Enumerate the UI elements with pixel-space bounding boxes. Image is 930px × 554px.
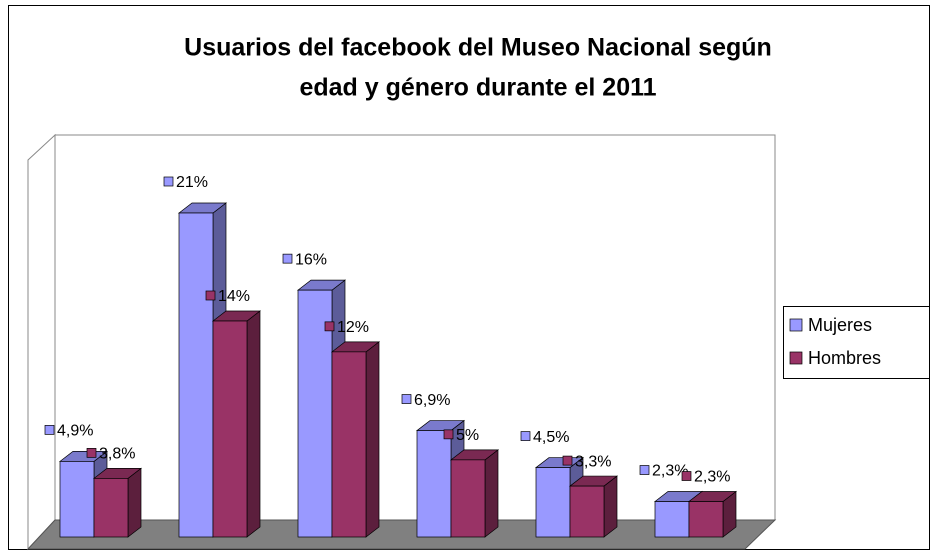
label-key	[401, 394, 412, 404]
bar	[688, 501, 724, 538]
chart-title: Usuarios del facebook del Museo Nacional…	[184, 34, 772, 62]
label-key	[520, 431, 531, 441]
bar-side	[484, 449, 499, 538]
legend-label: Hombres	[808, 348, 881, 368]
bar	[93, 478, 129, 538]
legend	[783, 306, 930, 379]
bar	[212, 320, 248, 538]
bar	[331, 351, 367, 538]
bar-side	[246, 310, 261, 538]
label-key	[86, 448, 97, 458]
data-label: 16%	[295, 251, 327, 268]
label-key	[443, 429, 454, 440]
data-label: 4,5%	[533, 429, 569, 446]
data-label: 6,9%	[414, 392, 450, 409]
label-key	[163, 176, 174, 187]
data-label: 2,3%	[652, 463, 688, 480]
legend-label: Mujeres	[808, 315, 872, 335]
bar	[569, 485, 605, 538]
data-label: 3,8%	[99, 446, 135, 463]
data-label: 2,3%	[694, 469, 730, 486]
label-key	[44, 425, 55, 435]
data-label: 12%	[337, 319, 369, 336]
side-wall	[27, 133, 56, 551]
chart-title: edad y género durante el 2011	[299, 74, 656, 102]
data-label: 14%	[218, 288, 250, 305]
bar-side	[603, 475, 618, 538]
label-key	[282, 253, 293, 264]
data-label: 4,9%	[57, 423, 93, 440]
label-key	[324, 321, 335, 332]
bar-side	[127, 467, 142, 538]
bar	[178, 212, 214, 538]
bar	[450, 459, 486, 538]
data-label: 21%	[176, 174, 208, 191]
bar	[654, 501, 690, 538]
bar	[59, 461, 95, 538]
data-label: 5%	[456, 427, 479, 444]
bar	[416, 430, 452, 538]
label-key	[562, 455, 573, 466]
bar-side	[365, 341, 380, 538]
legend-key	[789, 318, 803, 332]
legend-key	[789, 351, 803, 365]
label-key	[639, 465, 650, 475]
data-label: 3,3%	[575, 453, 611, 470]
bar	[535, 467, 571, 538]
label-key	[205, 290, 216, 301]
label-key	[681, 471, 692, 481]
